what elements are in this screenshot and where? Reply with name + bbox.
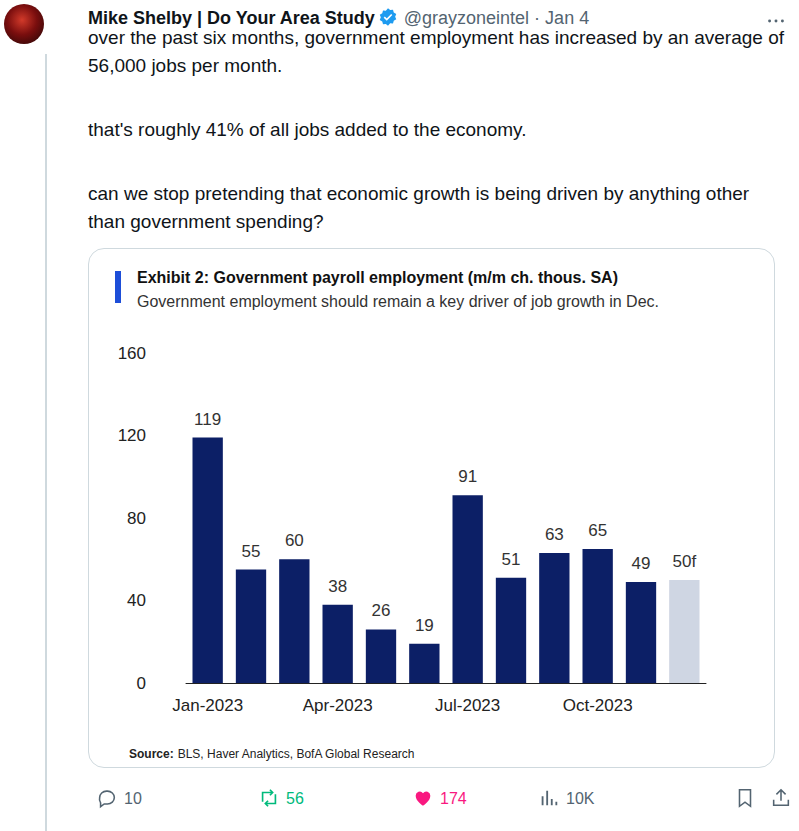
- html-text:10: 10: [124, 790, 142, 807]
- svg-text:Oct-2023: Oct-2023: [563, 696, 633, 715]
- svg-text:60: 60: [285, 531, 304, 550]
- svg-text:63: 63: [545, 525, 564, 544]
- html-text:can we stop pretending that ec: can we stop pretending that economic gro…: [88, 183, 750, 232]
- html-text:174: 174: [440, 790, 467, 807]
- svg-text:65: 65: [588, 521, 607, 540]
- svg-text:19: 19: [415, 616, 434, 635]
- html-text:Mike Shelby | Do Your Area Stu: Mike Shelby | Do Your Area Study: [88, 8, 375, 28]
- html-text:Exhibit 2: Government payroll: Exhibit 2: Government payroll employment…: [137, 269, 618, 286]
- svg-text:49: 49: [632, 554, 651, 573]
- svg-text:Jul-2023: Jul-2023: [435, 696, 500, 715]
- svg-text:26: 26: [372, 601, 391, 620]
- svg-text:40: 40: [127, 591, 146, 610]
- svg-text:38: 38: [328, 577, 347, 596]
- html-text:Source: BLS, Haver Analytics,: Source: BLS, Haver Analytics, BofA Globa…: [129, 747, 415, 761]
- svg-text:0: 0: [137, 674, 146, 693]
- svg-text:55: 55: [242, 542, 261, 561]
- html-text:Government employment should r: Government employment should remain a ke…: [137, 293, 659, 310]
- svg-text:51: 51: [502, 550, 521, 569]
- html-text:that's roughly 41% of all jobs: that's roughly 41% of all jobs added to …: [88, 119, 527, 140]
- svg-text:120: 120: [118, 426, 146, 445]
- svg-text:80: 80: [127, 509, 146, 528]
- html-text:@grayzoneintel · Jan 4: @grayzoneintel · Jan 4: [403, 8, 590, 28]
- svg-text:Apr-2023: Apr-2023: [303, 696, 373, 715]
- svg-text:Jan-2023: Jan-2023: [172, 696, 243, 715]
- svg-text:50f: 50f: [673, 552, 697, 571]
- svg-text:91: 91: [458, 467, 477, 486]
- html-text:10K: 10K: [566, 790, 595, 807]
- svg-text:160: 160: [118, 344, 146, 363]
- html-text:over the past six months, gove: over the past six months, government emp…: [88, 27, 784, 76]
- html-text:56: 56: [286, 790, 304, 807]
- svg-text:119: 119: [194, 410, 221, 429]
